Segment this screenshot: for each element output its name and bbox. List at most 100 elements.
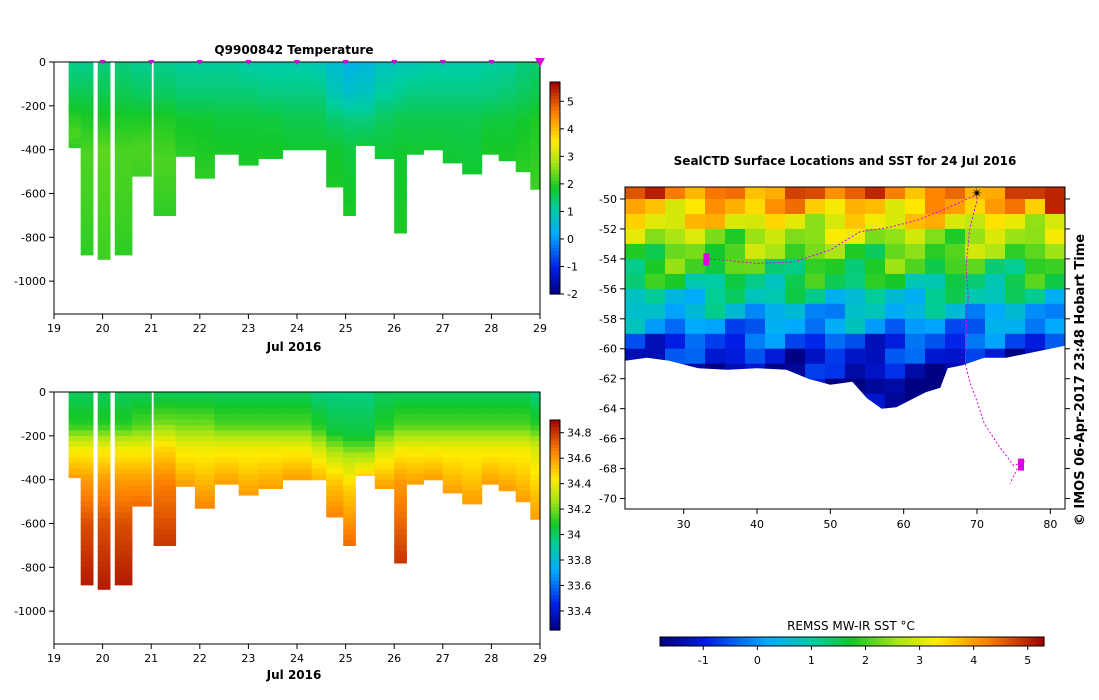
profile-cell xyxy=(530,507,541,514)
profile-cell xyxy=(394,512,407,519)
profile-cell xyxy=(530,408,541,415)
profile-cell xyxy=(68,419,82,426)
profile-cell xyxy=(68,430,82,437)
profile-cell xyxy=(68,73,82,80)
profile-cell xyxy=(80,567,94,574)
profile-cell xyxy=(80,231,94,238)
y-tick-label: -60 xyxy=(599,343,617,356)
profile-cell xyxy=(374,149,395,156)
profile-cell xyxy=(462,408,483,415)
sst-cell xyxy=(885,258,906,275)
profile-cell xyxy=(194,474,215,481)
profile-cell xyxy=(114,94,133,101)
profile-cell xyxy=(258,89,283,96)
sst-cell xyxy=(725,228,746,245)
profile-column xyxy=(153,62,177,216)
colorbar-segment xyxy=(550,120,560,125)
profile-column xyxy=(258,392,283,489)
profile-cell xyxy=(282,133,313,140)
profile-cell xyxy=(80,441,94,448)
profile-cell xyxy=(114,567,133,574)
sst-cell xyxy=(825,214,846,230)
colorbar-segment xyxy=(962,637,968,646)
profile-cell xyxy=(97,100,111,107)
profile-cell xyxy=(394,171,407,178)
profile-cell xyxy=(442,463,463,470)
profile-cell xyxy=(515,474,531,481)
colorbar-segment xyxy=(717,637,723,646)
profile-cell xyxy=(406,452,424,459)
profile-cell xyxy=(406,430,424,437)
profile-cell xyxy=(214,116,240,123)
profile-cell xyxy=(462,446,483,453)
salinity-plot-area xyxy=(68,392,541,590)
profile-cell xyxy=(498,441,517,448)
sst-cell xyxy=(805,303,826,320)
profile-cell xyxy=(258,73,283,80)
profile-cell xyxy=(394,215,407,222)
profile-cell xyxy=(343,94,356,101)
y-tick-label: -52 xyxy=(599,223,617,236)
profile-cell xyxy=(423,138,444,145)
profile-cell xyxy=(343,149,356,156)
profile-cell xyxy=(326,62,344,69)
y-tick-label: 0 xyxy=(39,386,46,399)
sst-cell xyxy=(705,273,726,290)
profile-cell xyxy=(515,105,531,112)
colorbar-segment xyxy=(550,609,560,614)
profile-cell xyxy=(394,144,407,151)
colorbar-segment xyxy=(550,423,560,428)
profile-cell xyxy=(374,133,395,140)
profile-cell xyxy=(406,441,424,448)
colorbar-segment xyxy=(550,142,560,147)
profile-cell xyxy=(326,177,344,184)
colorbar-tick-label: 33.8 xyxy=(567,554,592,567)
profile-cell xyxy=(80,496,94,503)
colorbar-segment xyxy=(1010,637,1016,646)
profile-cell xyxy=(214,441,240,448)
profile-cell xyxy=(80,67,94,74)
profile-cell xyxy=(153,209,177,216)
profile-cell xyxy=(481,452,500,459)
profile-cell xyxy=(530,73,541,80)
sst-cell xyxy=(865,378,886,395)
profile-cell xyxy=(406,479,424,485)
profile-cell xyxy=(481,144,500,151)
colorbar-tick-label: 34.6 xyxy=(567,452,592,465)
profile-cell xyxy=(175,144,196,151)
sst-cell xyxy=(665,214,686,230)
profile-cell xyxy=(214,94,240,101)
profile-cell xyxy=(194,149,215,156)
colorbar-segment xyxy=(780,637,786,646)
profile-cell xyxy=(481,105,500,112)
profile-cell xyxy=(498,408,517,415)
profile-cell xyxy=(97,133,111,140)
colorbar-tick-label: -1 xyxy=(567,260,578,273)
profile-cell xyxy=(355,116,376,123)
sst-cell xyxy=(1025,303,1046,320)
profile-cell xyxy=(114,413,133,420)
profile-cell xyxy=(131,408,152,415)
profile-cell xyxy=(258,419,283,426)
profile-cell xyxy=(374,94,395,101)
profile-cell xyxy=(481,78,500,85)
profile-cell xyxy=(131,490,152,497)
profile-cell xyxy=(114,463,133,470)
sst-cell xyxy=(645,303,666,320)
profile-cell xyxy=(80,78,94,85)
sst-cell xyxy=(825,318,846,335)
sst-cell xyxy=(905,243,926,260)
profile-cell xyxy=(175,122,196,129)
profile-cell xyxy=(394,397,407,404)
profile-column xyxy=(481,62,500,155)
profile-cell xyxy=(114,408,133,415)
profile-cell xyxy=(238,490,259,496)
profile-cell xyxy=(80,242,94,249)
profile-cell xyxy=(530,89,541,96)
profile-cell xyxy=(326,490,344,497)
profile-cell xyxy=(515,127,531,134)
profile-cell xyxy=(258,392,283,399)
profile-cell xyxy=(462,155,483,162)
profile-cell xyxy=(481,83,500,90)
profile-column xyxy=(114,62,133,256)
